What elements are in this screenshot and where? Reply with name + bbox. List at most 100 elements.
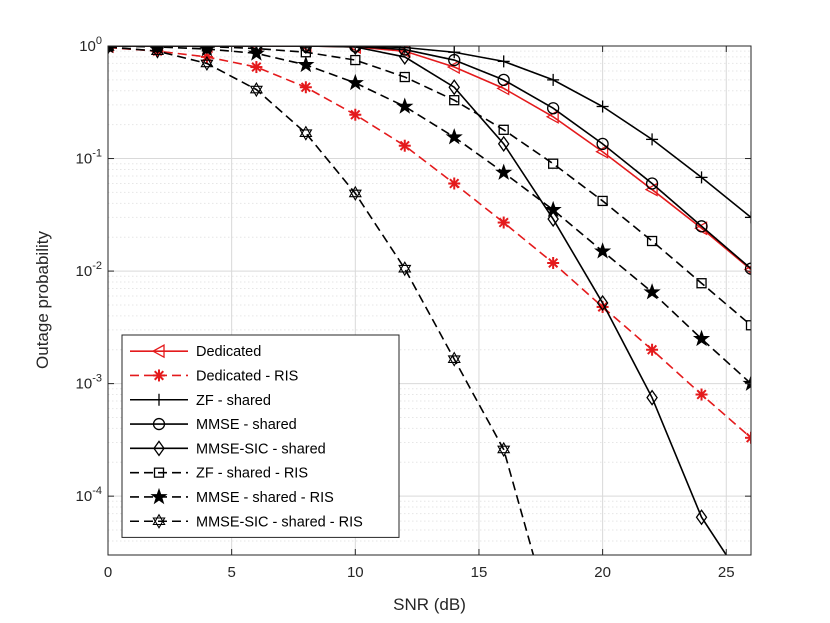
marker (398, 261, 412, 277)
marker (150, 46, 165, 59)
marker (596, 137, 609, 151)
y-tick-label: 10-4 (76, 485, 102, 505)
marker (547, 73, 560, 86)
marker (398, 48, 411, 66)
marker (744, 262, 751, 275)
marker (596, 100, 609, 113)
x-tick-label: 15 (471, 564, 488, 581)
marker (398, 46, 411, 54)
x-tick-label: 5 (227, 564, 235, 581)
marker (299, 46, 312, 52)
marker (299, 125, 313, 141)
legend-entry: MMSE-SIC - shared - RIS (130, 513, 363, 530)
y-axis-label: Outage probability (33, 231, 52, 369)
marker (151, 344, 165, 359)
legend-label: ZF - shared - RIS (196, 466, 308, 482)
marker (398, 139, 411, 152)
marker (153, 393, 165, 406)
x-tick-label: 0 (104, 564, 112, 581)
marker (547, 102, 560, 115)
marker (153, 467, 165, 478)
y-tick-label: 100 (79, 35, 102, 55)
marker (350, 54, 361, 66)
series-line (108, 46, 535, 555)
marker (399, 71, 410, 83)
marker (692, 329, 711, 347)
x-tick-label: 10 (347, 564, 364, 581)
marker (497, 441, 511, 458)
y-tick-label: 10-3 (76, 373, 102, 393)
marker (449, 95, 460, 106)
legend-entry: MMSE-SIC - shared (130, 440, 326, 457)
marker (695, 509, 708, 526)
marker (448, 177, 461, 190)
marker (646, 133, 659, 146)
marker (152, 513, 166, 529)
marker (152, 417, 166, 431)
legend: Dedicated Dedicated - RIS ZF - shared MMSE … (121, 334, 400, 538)
marker (249, 81, 263, 98)
marker (745, 211, 751, 224)
marker (445, 128, 463, 145)
marker (497, 135, 510, 152)
marker (150, 487, 168, 505)
marker (151, 46, 164, 55)
marker (299, 81, 312, 94)
legend-entry: MMSE - shared (130, 417, 297, 433)
marker (448, 79, 461, 96)
legend-label: MMSE-SIC - shared (196, 441, 326, 457)
marker (497, 73, 510, 87)
grid (107, 45, 751, 556)
series-line (108, 46, 751, 270)
marker (446, 59, 460, 75)
legend-label: MMSE - shared - RIS (196, 490, 334, 506)
legend-label: Dedicated - RIS (196, 368, 298, 384)
y-tick-label: 10-2 (76, 260, 102, 280)
marker (497, 55, 510, 68)
marker (396, 97, 414, 114)
legend-label: Dedicated (196, 344, 261, 360)
marker (547, 210, 559, 228)
marker (153, 440, 165, 457)
legend-entry: ZF - shared (130, 393, 271, 409)
marker (200, 55, 214, 72)
marker (544, 200, 562, 218)
marker (696, 278, 707, 289)
marker (349, 108, 362, 121)
x-axis-label: SNR (dB) (393, 595, 466, 614)
marker (108, 46, 115, 55)
marker (742, 374, 751, 391)
y-tick-label: 10-1 (76, 148, 102, 168)
marker (695, 171, 708, 184)
series-line (108, 46, 751, 219)
marker (198, 46, 216, 57)
ticks: 0 5 10 15 20 25 100 10-1 10-2 10-3 10-4 (76, 35, 751, 581)
marker (643, 283, 661, 300)
legend-label: MMSE-SIC - shared - RIS (196, 514, 363, 530)
series-line (108, 46, 727, 555)
marker (695, 388, 708, 401)
series-group (108, 46, 751, 555)
legend-entry: MMSE - shared - RIS (130, 487, 334, 506)
marker (498, 124, 509, 135)
series-line (108, 46, 751, 326)
marker (348, 185, 362, 201)
marker (745, 431, 751, 444)
marker (247, 46, 265, 61)
marker (201, 46, 213, 55)
marker (597, 195, 608, 207)
legend-label: ZF - shared (196, 393, 271, 409)
marker (346, 73, 364, 91)
marker (250, 61, 263, 74)
marker (398, 46, 411, 56)
marker (695, 220, 708, 233)
legend-entry: ZF - shared - RIS (130, 466, 308, 482)
marker (596, 294, 609, 312)
marker (495, 163, 513, 180)
marker (448, 53, 461, 67)
legend-entry: Dedicated (130, 344, 261, 360)
x-tick-label: 20 (594, 564, 611, 581)
marker (644, 182, 658, 197)
series-mmse-sic-shared-ris (108, 46, 535, 555)
